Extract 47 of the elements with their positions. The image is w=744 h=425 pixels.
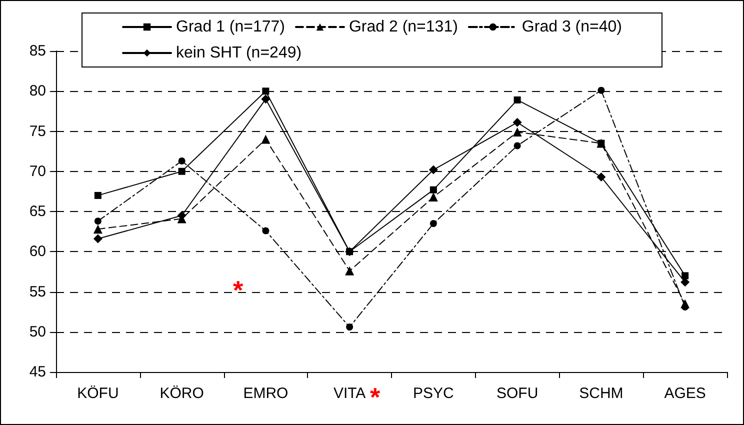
x-tick-label: PSYC — [413, 385, 454, 402]
point — [598, 86, 605, 94]
annotation: * — [233, 275, 244, 305]
point — [178, 157, 186, 164]
point — [682, 304, 689, 310]
point — [512, 128, 522, 137]
point — [346, 324, 354, 331]
point — [430, 220, 437, 228]
y-tick-label: 45 — [29, 364, 46, 380]
y-tick-label: 50 — [29, 323, 46, 340]
point — [428, 165, 438, 174]
point — [262, 227, 270, 234]
x-tick-label: SCHM — [579, 385, 624, 402]
x-tick-label: KÖFU — [77, 385, 119, 402]
y-tick-label: 70 — [29, 162, 46, 180]
y-tick-label: 75 — [29, 122, 46, 140]
y-tick-label: 65 — [29, 203, 46, 220]
point — [514, 96, 521, 104]
x-tick-label: SOFU — [496, 385, 538, 402]
legend-label: Grad 1 (n=177) — [176, 18, 285, 36]
point — [94, 218, 102, 225]
point — [93, 224, 102, 234]
point — [93, 234, 102, 244]
point — [262, 88, 270, 95]
y-tick-label: 55 — [29, 283, 46, 300]
y-tick-label: 60 — [29, 243, 46, 260]
point — [345, 266, 354, 276]
point — [682, 272, 689, 280]
point — [261, 94, 270, 104]
point — [512, 118, 522, 127]
legend-label: Grad 2 (n=131) — [348, 18, 458, 36]
point — [178, 168, 186, 175]
legend-label: kein SHT (n=249) — [176, 44, 302, 62]
x-tick-label: KÖRO — [160, 385, 204, 402]
y-tick-label: 80 — [29, 82, 46, 100]
y-tick-label: 85 — [29, 42, 46, 60]
point — [430, 186, 437, 194]
x-tick-label: EMRO — [243, 385, 288, 402]
x-tick-label: AGES — [664, 385, 706, 402]
legend-label: Grad 3 (n=40) — [522, 18, 622, 36]
point — [261, 134, 270, 144]
point — [428, 192, 438, 202]
point — [596, 172, 606, 182]
point — [94, 192, 102, 199]
text: * — [370, 382, 381, 412]
x-tick-label: VITA — [333, 385, 366, 402]
point — [514, 142, 521, 150]
